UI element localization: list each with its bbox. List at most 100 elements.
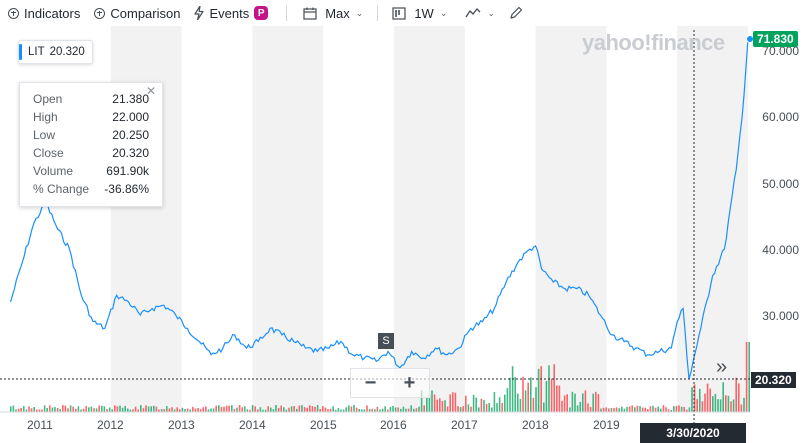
volume-bar: [686, 409, 688, 412]
volume-bar: [101, 405, 103, 412]
zoom-out-button[interactable]: −: [364, 371, 377, 394]
volume-bar: [38, 409, 41, 412]
volume-bar: [322, 406, 324, 412]
volume-bar: [691, 387, 693, 412]
volume-bar: [327, 409, 329, 412]
year-band: [535, 26, 607, 412]
volume-bar: [228, 405, 230, 412]
events-button[interactable]: Events P: [194, 0, 269, 26]
volume-bar: [410, 405, 412, 412]
volume-bar: [293, 406, 295, 412]
volume-bar: [517, 393, 519, 412]
volume-bar: [623, 408, 626, 412]
ohlc-tooltip: ✕ Open 21.380 High 22.000 Low 20.250 Close 2…: [19, 82, 163, 207]
volume-bar: [662, 405, 665, 412]
volume-bar: [280, 405, 282, 412]
volume-bar: [288, 407, 290, 412]
add-circle-icon: [8, 7, 19, 19]
year-bands: [110, 26, 748, 412]
volume-bar: [678, 405, 680, 412]
volume-bar: [127, 408, 129, 412]
split-event-badge[interactable]: S: [378, 333, 394, 349]
range-dropdown[interactable]: Max ⌄: [303, 0, 363, 26]
volume-bar: [730, 401, 732, 412]
volume-bar: [660, 408, 662, 412]
volume-bar: [454, 392, 457, 412]
volume-bar: [361, 409, 363, 412]
volume-bar: [155, 406, 158, 412]
volume-bar: [524, 390, 527, 412]
comparison-button[interactable]: Comparison: [94, 0, 180, 26]
volume-bar: [527, 382, 529, 412]
volume-bar: [49, 405, 51, 412]
indicators-button[interactable]: Indicators: [8, 0, 80, 26]
volume-bar: [337, 408, 340, 412]
volume-bar: [571, 391, 574, 412]
pencil-icon: [510, 6, 523, 19]
zoom-in-button[interactable]: +: [403, 371, 416, 394]
volume-bar: [199, 409, 202, 412]
volume-bar: [62, 405, 64, 412]
volume-bar: [444, 400, 446, 412]
volume-bar: [605, 407, 607, 412]
volume-bar: [238, 405, 241, 412]
add-circle-icon: [94, 7, 106, 19]
volume-bar: [72, 406, 74, 412]
crosshair-date-tag: 3/30/2020: [640, 423, 746, 443]
volume-bar: [506, 388, 509, 412]
candlestick-icon: [392, 6, 406, 20]
volume-bar: [491, 407, 493, 412]
tooltip-row-close: Close 20.320: [33, 146, 149, 160]
volume-bar: [54, 407, 56, 412]
volume-bar: [446, 406, 449, 412]
volume-bar: [270, 407, 272, 412]
chart-type-dropdown[interactable]: ⌄: [465, 0, 495, 26]
volume-bar: [51, 407, 54, 412]
volume-bar: [519, 399, 522, 412]
volume-bar: [748, 342, 750, 412]
volume-bar: [397, 407, 399, 412]
volume-bar: [267, 406, 269, 412]
volume-bar: [639, 406, 641, 412]
y-tick-label: 50.000: [762, 177, 799, 191]
volume-bar: [735, 377, 737, 412]
series-legend[interactable]: LIT 20.320: [18, 40, 93, 64]
volume-bar: [90, 406, 93, 412]
volume-bar: [272, 409, 275, 412]
volume-bar: [405, 408, 407, 412]
y-tick-label: 70.000: [762, 44, 799, 58]
volume-bar: [376, 406, 379, 412]
draw-button[interactable]: [509, 0, 523, 26]
volume-bar: [145, 405, 147, 412]
volume-bar: [452, 392, 454, 412]
interval-dropdown[interactable]: 1W ⌄: [392, 0, 447, 26]
volume-bar: [563, 395, 566, 412]
volume-bar: [493, 392, 496, 412]
tooltip-row-low: Low 20.250: [33, 128, 149, 142]
volume-bar: [371, 408, 373, 412]
volume-bar: [441, 401, 444, 412]
volume-bar: [498, 397, 501, 412]
events-label: Events: [209, 5, 250, 21]
scroll-to-latest-button[interactable]: »: [716, 356, 728, 378]
volume-bar: [400, 408, 402, 412]
volume-bar: [202, 407, 204, 412]
volume-bar: [181, 407, 184, 412]
volume-bar: [556, 385, 558, 412]
chart-toolbar: Indicators Comparison Events P Max ⌄ 1W …: [0, 0, 802, 26]
volume-bar: [379, 409, 381, 412]
close-icon[interactable]: ✕: [145, 84, 156, 98]
volume-bars: [10, 342, 750, 412]
volume-bar: [717, 399, 719, 412]
volume-bar: [43, 405, 46, 412]
volume-bar: [231, 405, 233, 412]
volume-bar: [25, 409, 28, 412]
volume-bar: [540, 366, 542, 412]
volume-bar: [522, 376, 524, 412]
volume-bar: [12, 405, 15, 412]
volume-bar: [150, 406, 152, 412]
volume-bar: [340, 409, 342, 412]
volume-bar: [431, 390, 433, 412]
volume-bar: [106, 409, 108, 412]
